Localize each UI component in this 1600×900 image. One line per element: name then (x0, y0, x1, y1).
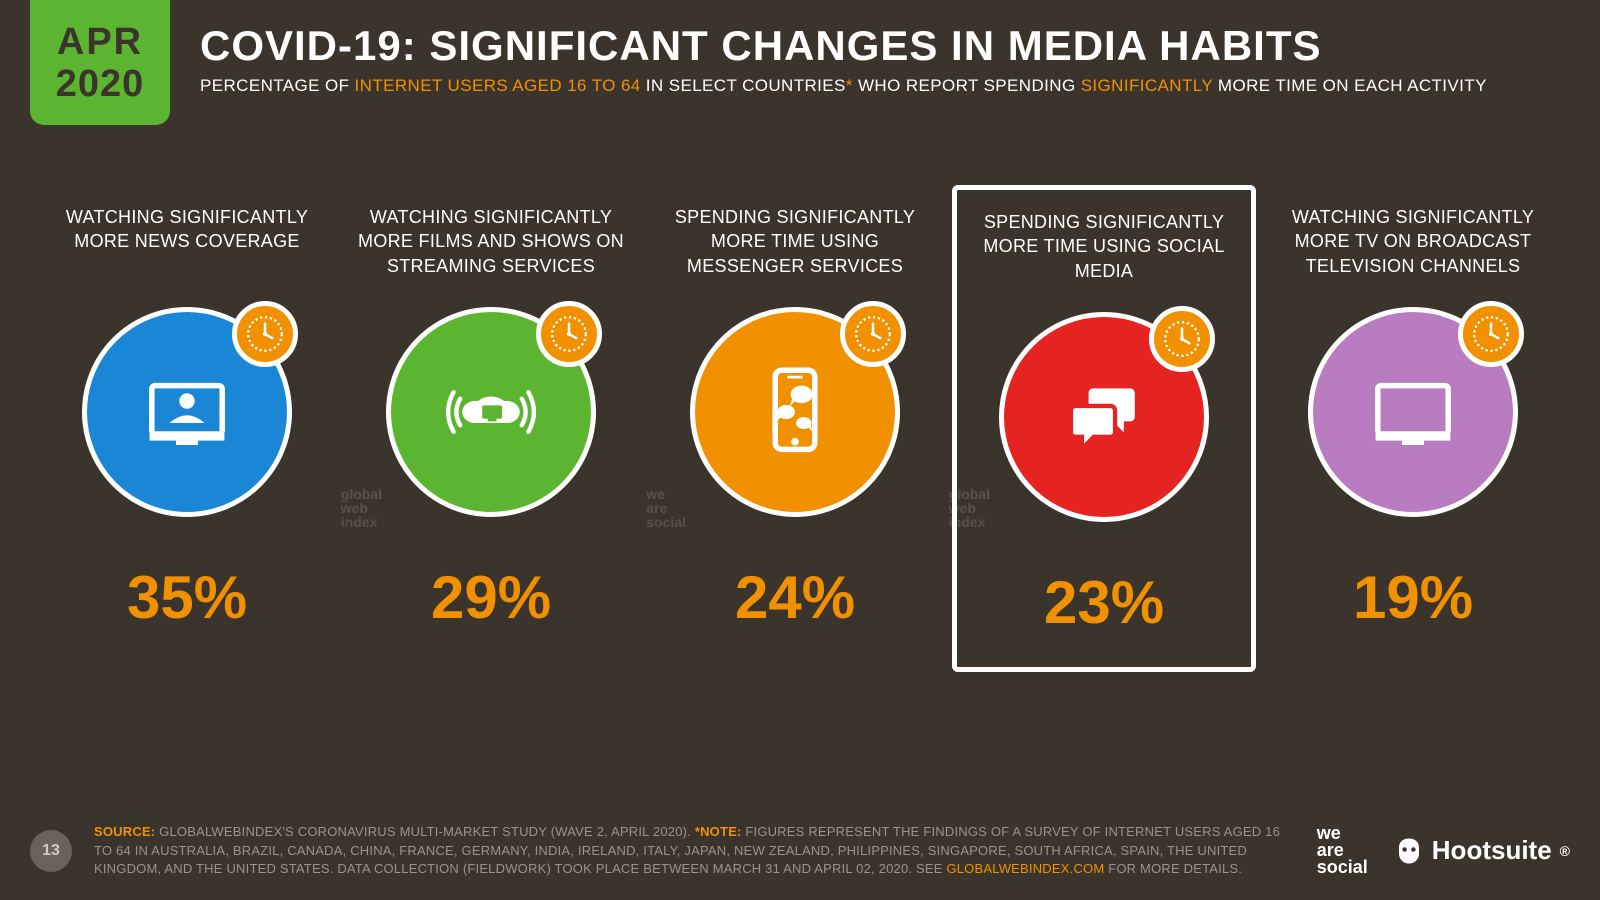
clock-icon (244, 313, 286, 355)
stat-label: WATCHING SIGNIFICANTLY MORE TV ON BROADC… (1274, 205, 1552, 283)
we-are-social-logo: we are social (1317, 825, 1368, 876)
stat-card-2: SPENDING SIGNIFICANTLY MORE TIME USING M… (648, 185, 942, 672)
footer: 13 SOURCE: GLOBALWEBINDEX'S CORONAVIRUS … (30, 823, 1570, 878)
footer-logos: we are social Hootsuite® (1317, 825, 1570, 876)
hootsuite-logo: Hootsuite® (1394, 835, 1570, 866)
messenger-icon (740, 357, 850, 467)
clock-icon (852, 313, 894, 355)
stat-label: WATCHING SIGNIFICANTLY MORE FILMS AND SH… (352, 205, 630, 283)
clock-icon (1470, 313, 1512, 355)
stat-circle-wrap (999, 312, 1209, 522)
clock-badge (1149, 306, 1215, 372)
date-year: 2020 (56, 65, 145, 103)
page-title: COVID-19: SIGNIFICANT CHANGES IN MEDIA H… (200, 22, 1560, 70)
stat-circle-wrap: globalwebindex (82, 307, 292, 517)
stat-label: SPENDING SIGNIFICANTLY MORE TIME USING S… (965, 210, 1243, 288)
header: COVID-19: SIGNIFICANT CHANGES IN MEDIA H… (200, 22, 1560, 96)
owl-icon (1394, 836, 1424, 866)
clock-badge (536, 301, 602, 367)
stat-card-4: WATCHING SIGNIFICANTLY MORE TV ON BROADC… (1266, 185, 1560, 672)
stat-label: WATCHING SIGNIFICANTLY MORE NEWS COVERAG… (48, 205, 326, 283)
stat-value: 19% (1353, 563, 1473, 632)
stat-value: 29% (431, 563, 551, 632)
news-icon (132, 357, 242, 467)
page-subtitle: PERCENTAGE OF INTERNET USERS AGED 16 TO … (200, 76, 1560, 96)
clock-icon (548, 313, 590, 355)
clock-badge (840, 301, 906, 367)
stats-row: WATCHING SIGNIFICANTLY MORE NEWS COVERAG… (40, 185, 1560, 672)
social-icon (1049, 362, 1159, 472)
source-text: SOURCE: GLOBALWEBINDEX'S CORONAVIRUS MUL… (94, 823, 1295, 878)
clock-badge (1458, 301, 1524, 367)
stat-card-3: SPENDING SIGNIFICANTLY MORE TIME USING S… (952, 185, 1256, 672)
stat-card-0: WATCHING SIGNIFICANTLY MORE NEWS COVERAG… (40, 185, 334, 672)
stat-value: 35% (127, 563, 247, 632)
tv-icon (1358, 357, 1468, 467)
stat-circle-wrap: wearesocial (386, 307, 596, 517)
stat-label: SPENDING SIGNIFICANTLY MORE TIME USING M… (656, 205, 934, 283)
stat-value: 24% (735, 563, 855, 632)
stat-value: 23% (1044, 568, 1164, 637)
stat-circle-wrap: globalwebindex (690, 307, 900, 517)
clock-badge (232, 301, 298, 367)
stat-card-1: WATCHING SIGNIFICANTLY MORE FILMS AND SH… (344, 185, 638, 672)
stat-circle-wrap (1308, 307, 1518, 517)
date-month: APR (57, 23, 143, 61)
streaming-icon (436, 357, 546, 467)
page-number: 13 (30, 830, 72, 872)
date-badge: APR 2020 (30, 0, 170, 125)
clock-icon (1161, 318, 1203, 360)
